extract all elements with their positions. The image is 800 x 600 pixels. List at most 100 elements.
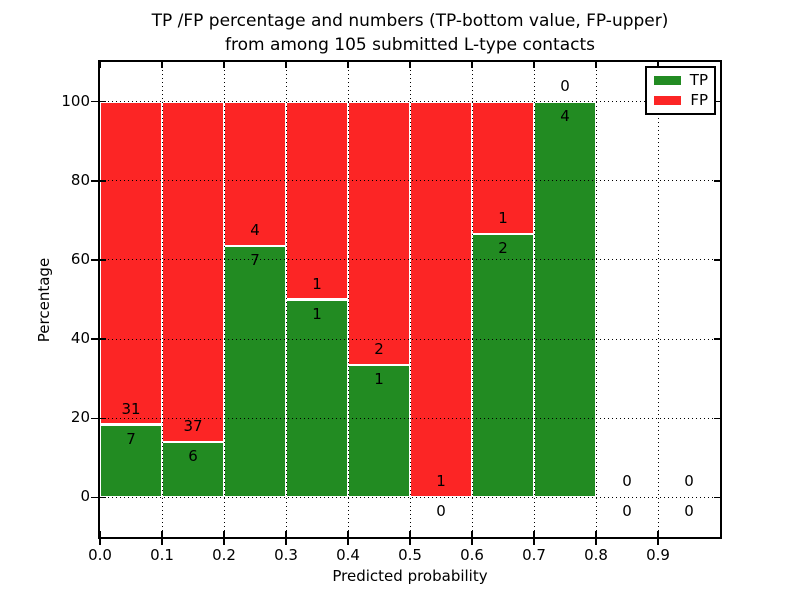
x-tick-inner xyxy=(533,531,535,537)
x-tick-outer xyxy=(533,539,535,545)
plot-area: 31 7 37 6 4 7 1 1 2 1 1 0 1 2 0 4 0 0 0 0 0 20 40 60 80 100 0.0 0.1… xyxy=(61,60,722,564)
bar-tp-segment xyxy=(534,101,596,498)
x-tick-label: 0.0 xyxy=(88,546,112,564)
x-tick-top-inner xyxy=(409,62,411,68)
x-tick-top-inner xyxy=(595,62,597,68)
count-label-fp: 1 xyxy=(312,274,322,293)
y-tick-label: 100 xyxy=(61,91,90,110)
x-tick-inner xyxy=(347,531,349,537)
count-label-tp: 7 xyxy=(126,429,136,448)
bar-fp-segment xyxy=(348,101,410,366)
x-gridline xyxy=(347,62,349,537)
count-label-fp: 0 xyxy=(622,472,632,491)
count-label-fp: 1 xyxy=(436,472,446,491)
y-tick-inner xyxy=(100,180,106,182)
x-tick-label: 0.7 xyxy=(522,546,546,564)
y-tick-right-inner xyxy=(714,100,720,103)
tp-legend-swatch xyxy=(654,76,681,85)
y-tick-label: 40 xyxy=(70,329,90,348)
x-tick-inner xyxy=(161,531,163,537)
x-tick-label: 0.1 xyxy=(150,546,174,564)
y-tick-right-inner xyxy=(714,338,720,340)
x-tick-inner xyxy=(99,531,101,537)
count-label-fp: 37 xyxy=(183,417,203,436)
count-label-tp: 6 xyxy=(188,447,198,466)
x-tick-outer xyxy=(161,539,163,545)
x-gridline xyxy=(595,62,597,537)
count-label-tp: 1 xyxy=(312,304,322,323)
x-tick-top-inner xyxy=(223,62,225,68)
x-tick-outer xyxy=(99,539,101,545)
count-label-fp: 1 xyxy=(498,208,508,227)
x-tick-top-inner xyxy=(471,62,473,68)
bar-fp-segment xyxy=(410,101,472,498)
x-tick-outer xyxy=(223,539,225,545)
x-gridline xyxy=(409,62,411,537)
x-tick-label: 0.6 xyxy=(460,546,484,564)
count-label-fp: 0 xyxy=(560,76,570,95)
y-tick-inner xyxy=(100,100,106,103)
x-tick-top-inner xyxy=(657,62,659,68)
x-tick-inner xyxy=(409,531,411,537)
chart-title: TP /FP percentage and numbers (TP-bottom… xyxy=(100,9,720,57)
count-label-tp: 7 xyxy=(250,250,260,269)
x-tick-outer xyxy=(595,539,597,545)
x-tick-inner xyxy=(285,531,287,537)
count-label-fp: 2 xyxy=(374,340,384,359)
y-tick-outer xyxy=(91,496,98,499)
count-label-fp: 31 xyxy=(121,399,141,418)
bar-tp-segment xyxy=(162,442,224,498)
legend: TP FP xyxy=(645,66,716,115)
x-tick-outer xyxy=(347,539,349,545)
count-label-tp: 0 xyxy=(622,502,632,521)
y-tick-outer xyxy=(91,417,98,419)
x-tick-outer xyxy=(285,539,287,545)
bar-tp-segment xyxy=(348,365,410,498)
fp-legend-label: FP xyxy=(690,91,708,109)
y-tick-right-inner xyxy=(714,417,720,419)
chart-title-line2: from among 105 submitted L-type contacts xyxy=(224,35,595,55)
x-gridline xyxy=(471,62,473,537)
x-gridline xyxy=(161,62,163,537)
x-tick-outer xyxy=(409,539,411,545)
count-label-tp: 0 xyxy=(684,502,694,521)
count-label-tp: 1 xyxy=(374,370,384,389)
x-tick-top-inner xyxy=(285,62,287,68)
y-tick-inner xyxy=(100,338,106,340)
y-tick-label: 20 xyxy=(70,408,90,427)
y-tick-inner xyxy=(100,417,106,419)
x-tick-label: 0.4 xyxy=(336,546,360,564)
bar-tp-segment xyxy=(224,245,286,498)
x-tick-inner xyxy=(223,531,225,537)
legend-row-fp: FP xyxy=(654,91,708,109)
x-axis-label: Predicted probability xyxy=(332,567,488,585)
x-tick-label: 0.5 xyxy=(398,546,422,564)
y-tick-right-inner xyxy=(714,259,720,261)
x-tick-outer xyxy=(471,539,473,545)
count-label-tp: 2 xyxy=(498,238,508,257)
count-label-tp: 4 xyxy=(560,106,570,125)
y-tick-right-inner xyxy=(714,180,720,182)
x-tick-label: 0.9 xyxy=(646,546,670,564)
y-tick-inner xyxy=(100,259,106,261)
chart-title-line1: TP /FP percentage and numbers (TP-bottom… xyxy=(151,11,669,31)
bar-tp-segment xyxy=(286,299,348,498)
y-tick-outer xyxy=(91,100,98,103)
bar-fp-segment xyxy=(286,101,348,300)
x-gridline xyxy=(223,62,225,537)
x-tick-top-inner xyxy=(347,62,349,68)
x-tick-label: 0.2 xyxy=(212,546,236,564)
x-tick-inner xyxy=(471,531,473,537)
bar-tp-segment xyxy=(472,233,534,498)
bar-fp-segment xyxy=(162,101,224,443)
y-tick-label: 60 xyxy=(70,249,90,268)
y-tick-outer xyxy=(91,338,98,340)
x-gridline xyxy=(533,62,535,537)
tp-legend-label: TP xyxy=(689,71,708,89)
x-tick-label: 0.8 xyxy=(584,546,608,564)
count-label-fp: 0 xyxy=(684,472,694,491)
x-tick-top-inner xyxy=(99,62,101,68)
y-axis-label: Percentage xyxy=(35,257,53,343)
x-tick-top-inner xyxy=(533,62,535,68)
